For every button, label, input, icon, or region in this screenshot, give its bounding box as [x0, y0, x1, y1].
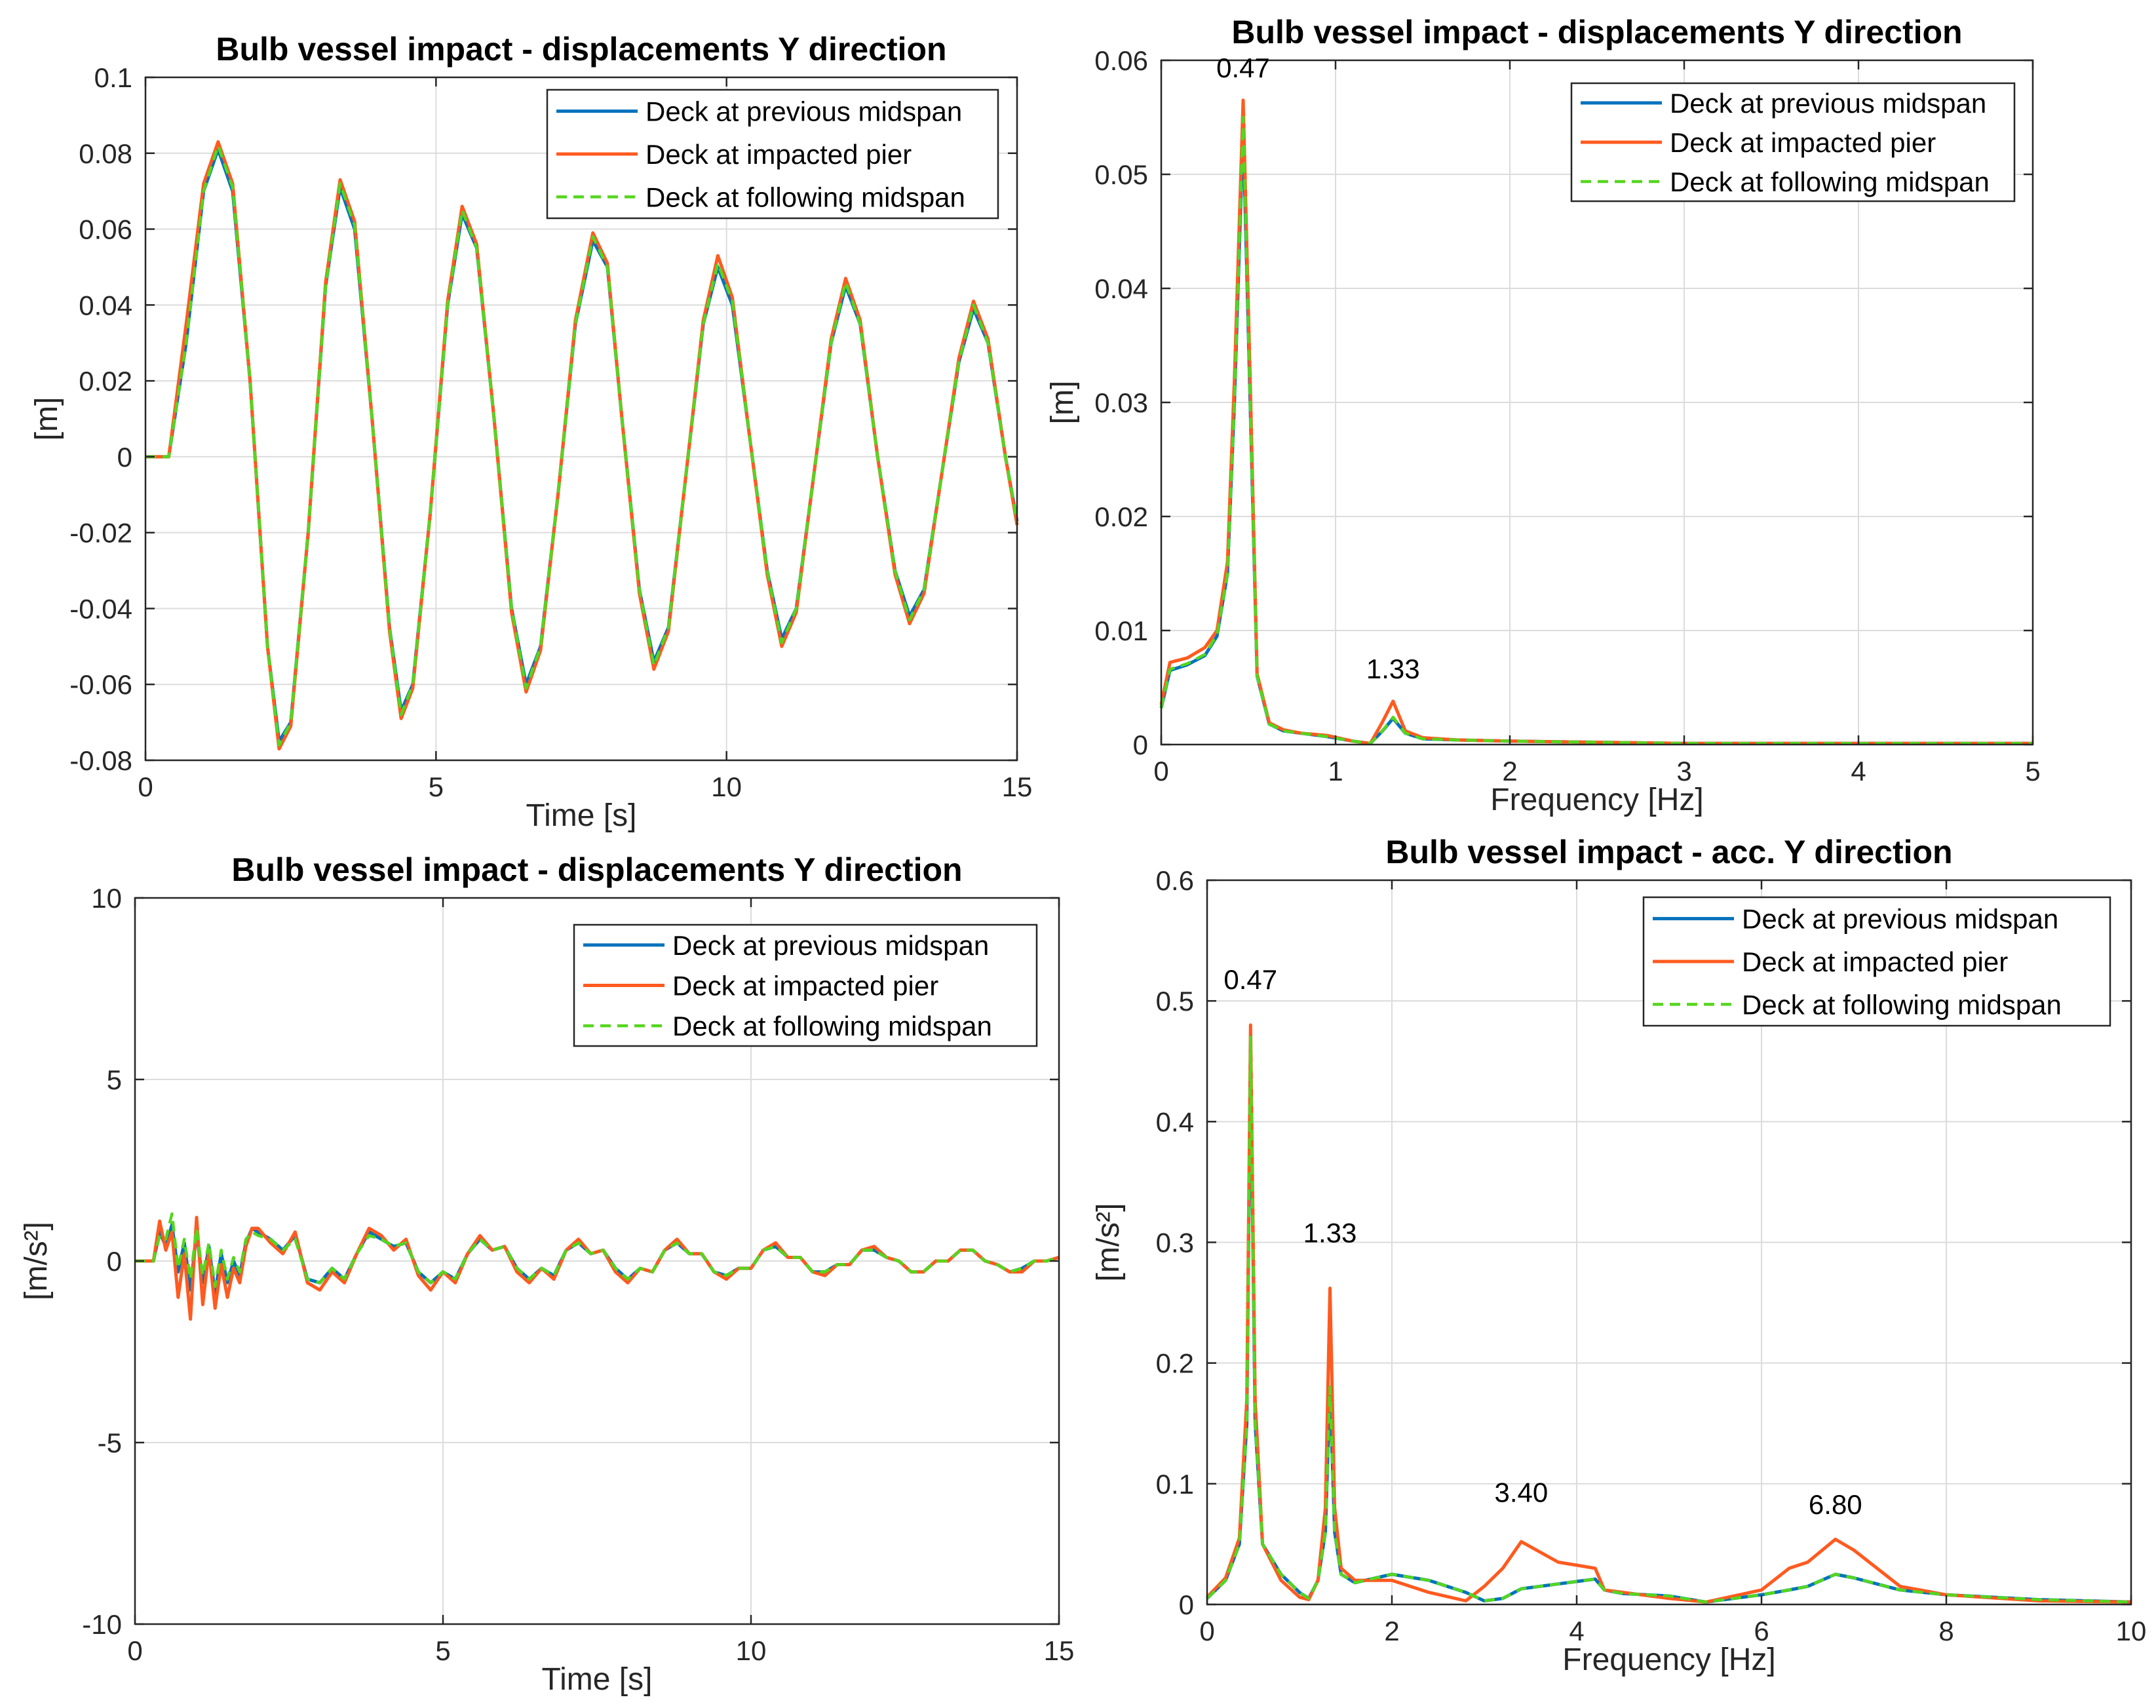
y-tick-label: -5 — [98, 1427, 122, 1458]
legend-label-2: Deck at impacted pier — [672, 971, 938, 1001]
x-tick-label: 0 — [138, 771, 153, 802]
x-tick-label: 15 — [1002, 771, 1033, 802]
legend-label-3: Deck at following midspan — [672, 1011, 992, 1041]
legend-label-1: Deck at previous midspan — [1742, 904, 2058, 935]
y-tick-label: 0.04 — [1094, 273, 1148, 304]
y-tick-label: 0 — [117, 442, 132, 473]
legend-label-1: Deck at previous midspan — [672, 930, 989, 961]
y-tick-label: 0.05 — [1094, 159, 1148, 190]
x-tick-label: 0 — [1153, 756, 1168, 786]
x-tick-label: 2 — [1384, 1616, 1399, 1646]
x-axis-label: Time [s] — [526, 798, 637, 833]
x-tick-label: 4 — [1851, 756, 1866, 786]
legend: Deck at previous midspan Deck at impacted… — [573, 923, 1038, 1047]
legend-label-2: Deck at impacted pier — [1742, 946, 2008, 977]
legend-label-3: Deck at following midspan — [645, 182, 965, 212]
y-tick-label: 0.5 — [1156, 986, 1194, 1017]
x-tick-label: 10 — [736, 1635, 767, 1666]
x-tick-label: 5 — [435, 1635, 450, 1666]
legend-label-1: Deck at previous midspan — [1670, 88, 1986, 119]
y-tick-label: 0.02 — [1094, 501, 1148, 532]
y-tick-label: -0.06 — [69, 669, 132, 700]
x-axis-label: Time [s] — [542, 1662, 653, 1697]
x-tick-label: 10 — [711, 771, 742, 802]
peak-annotation: 0.47 — [1216, 52, 1270, 83]
x-tick-label: 6 — [1754, 1616, 1769, 1646]
y-tick-label: -0.04 — [69, 593, 132, 624]
peak-annotation: 1.33 — [1366, 653, 1420, 684]
y-tick-label: 0.06 — [79, 214, 132, 245]
y-tick-label: 0.2 — [1156, 1348, 1194, 1379]
chart-4: 0 2 4 6 8 10 0 0.1 0.2 0.3 0.4 0.5 0.6 Bulb vessel im… — [1091, 834, 2146, 1677]
chart-1: 0 5 10 15 -0.08 -0.06 -0.04 -0.02 0 0.02 0.04 0.06 0… — [29, 31, 1032, 833]
legend-label-3: Deck at following midspan — [1670, 166, 1990, 197]
y-tick-label: 0.02 — [79, 366, 132, 397]
x-axis-label: Frequency [Hz] — [1490, 783, 1703, 817]
x-axis-label: Frequency [Hz] — [1562, 1642, 1775, 1677]
legend-label-2: Deck at impacted pier — [645, 139, 912, 170]
peak-annotation: 0.47 — [1223, 964, 1277, 995]
x-tick-label: 0 — [1199, 1616, 1214, 1646]
y-tick-label: 0.08 — [79, 138, 132, 169]
chart-2: 0 1 2 3 4 5 0 0.01 0.02 0.03 0.04 0.05 0.06 Bulb vess… — [1045, 14, 2041, 817]
y-axis-label: [m] — [29, 397, 64, 441]
x-tick-label: 0 — [127, 1635, 142, 1666]
peak-annotation: 3.40 — [1495, 1477, 1549, 1507]
y-tick-label: 0.3 — [1156, 1228, 1194, 1258]
y-tick-label: 0.1 — [94, 62, 132, 93]
y-tick-label: 5 — [107, 1064, 122, 1095]
chart-title: Bulb vessel impact - displacements Y dir… — [231, 851, 962, 888]
y-axis-label: [m/s²] — [19, 1222, 54, 1300]
y-tick-label: 0.01 — [1094, 615, 1148, 646]
chart-title: Bulb vessel impact - displacements Y dir… — [1231, 14, 1962, 50]
series-line-2 — [135, 1216, 1060, 1321]
x-tick-label: 1 — [1328, 756, 1343, 786]
chart-3: 0 5 10 15 -10 -5 0 5 10 Bulb vessel impact - disp… — [19, 851, 1074, 1697]
axes-box — [144, 76, 1018, 762]
chart-title: Bulb vessel impact - displacements Y dir… — [216, 31, 946, 68]
y-tick-label: 0 — [1179, 1589, 1194, 1620]
y-tick-label: 0.4 — [1156, 1106, 1194, 1137]
y-tick-label: 0 — [107, 1246, 122, 1277]
y-tick-label: 0.06 — [1094, 45, 1148, 76]
chart-title: Bulb vessel impact - acc. Y direction — [1385, 834, 1952, 870]
x-tick-label: 5 — [2025, 756, 2040, 786]
x-tick-label: 10 — [2116, 1616, 2147, 1646]
y-tick-label: -10 — [82, 1609, 122, 1640]
y-tick-label: 0.04 — [79, 290, 132, 320]
series-line-3 — [135, 1212, 1060, 1289]
y-tick-label: 0.6 — [1156, 865, 1194, 896]
y-tick-label: -0.02 — [69, 518, 132, 549]
legend: Deck at previous midspan Deck at impacted… — [546, 88, 999, 220]
x-tick-label: 2 — [1502, 756, 1517, 786]
x-tick-label: 3 — [1676, 756, 1691, 786]
legend: Deck at previous midspan Deck at impacted… — [1642, 896, 2111, 1027]
y-tick-label: 10 — [91, 883, 122, 914]
y-axis-label: [m] — [1045, 381, 1080, 425]
legend-label-1: Deck at previous midspan — [645, 96, 962, 127]
series-line-3 — [1206, 1036, 2132, 1604]
x-tick-label: 4 — [1569, 1616, 1584, 1646]
y-tick-label: 0.1 — [1156, 1469, 1194, 1500]
peak-annotation: 1.33 — [1303, 1218, 1357, 1249]
y-tick-label: 0 — [1133, 729, 1148, 760]
series-line-3 — [145, 144, 1019, 747]
y-tick-label: 0.03 — [1094, 387, 1148, 418]
series-line-3 — [1159, 115, 2033, 745]
legend: Deck at previous midspan Deck at impacted… — [1570, 82, 2016, 203]
legend-label-2: Deck at impacted pier — [1670, 127, 1936, 158]
y-axis-label: [m/s²] — [1091, 1203, 1126, 1282]
x-tick-label: 5 — [429, 771, 444, 802]
x-tick-label: 8 — [1938, 1616, 1954, 1646]
peak-annotation: 6.80 — [1809, 1489, 1862, 1520]
y-tick-label: -0.08 — [69, 745, 132, 776]
x-tick-label: 15 — [1044, 1635, 1075, 1666]
legend-label-3: Deck at following midspan — [1742, 989, 2062, 1020]
